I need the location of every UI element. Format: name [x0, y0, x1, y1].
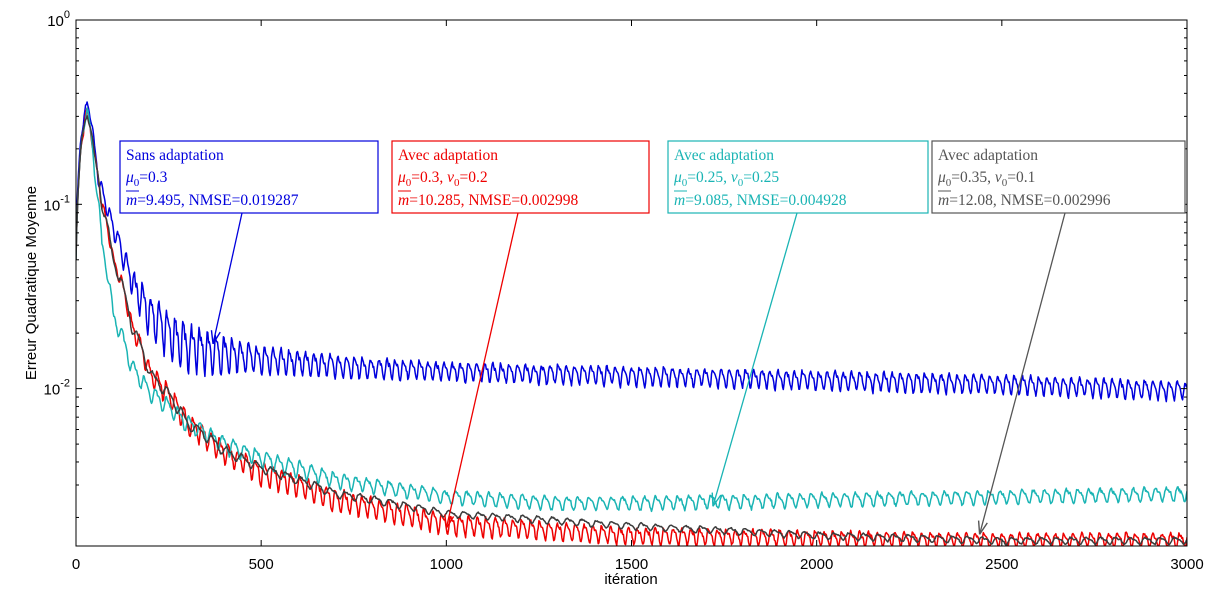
annotation-params: μ0=0.25, ν0=0.25	[673, 169, 779, 189]
annotation-arrowhead	[210, 330, 221, 345]
annotation-params: μ0=0.3	[125, 169, 168, 189]
y-tick-label: 10-2	[44, 378, 70, 399]
annotation-params: μ0=0.3, ν0=0.2	[397, 169, 488, 189]
annotation-stats: m=10.285, NMSE=0.002998	[398, 192, 579, 209]
annotation-box	[931, 140, 1186, 214]
y-axis-label: Erreur Quadratique Moyenne	[23, 186, 40, 380]
annotation-arrowhead	[711, 492, 722, 507]
annotation-arrowhead	[444, 514, 455, 529]
series-line-grey	[76, 115, 1187, 546]
annotation-stats: m=9.495, NMSE=0.019287	[126, 192, 299, 209]
annotation-arrow	[712, 212, 798, 507]
annotation-params: μ0=0.35, ν0=0.1	[937, 169, 1035, 189]
annotation-title: Sans adaptation	[126, 147, 224, 164]
annotation-sans: Sans adaptation μ0=0.3 m=9.495, NMSE=0.019…	[119, 140, 379, 345]
x-axis-label: itération	[604, 571, 657, 588]
annotation-stats: m=9.085, NMSE=0.004928	[674, 192, 847, 209]
x-tick-label: 2000	[800, 556, 833, 573]
x-tick-label: 500	[249, 556, 274, 573]
x-tick-label: 3000	[1170, 556, 1203, 573]
annotation-box	[119, 140, 379, 214]
ticks-layer: 0 500 1000 1500 2000 2500 3000 10-2 10-1 100	[44, 9, 1204, 573]
annotation-grey: Avec adaptation μ0=0.35, ν0=0.1 m=12.08, N…	[931, 140, 1186, 535]
y-tick-label: 100	[47, 9, 70, 30]
annotation-arrow	[445, 212, 519, 529]
annotation-stats: m=12.08, NMSE=0.002996	[938, 192, 1111, 209]
x-tick-label: 1500	[615, 556, 648, 573]
series-line-sans	[76, 101, 1187, 403]
annotation-box	[667, 140, 929, 214]
annotation-red: Avec adaptation μ0=0.3, ν0=0.2 m=10.285, N…	[391, 140, 650, 529]
x-tick-label: 1000	[430, 556, 463, 573]
x-tick-label: 2500	[985, 556, 1018, 573]
annotation-arrowhead	[977, 520, 988, 535]
annotation-layer: Sans adaptation μ0=0.3 m=9.495, NMSE=0.019…	[119, 140, 1186, 535]
annotation-title: Avec adaptation	[398, 147, 498, 164]
annotation-arrow	[212, 212, 243, 344]
annotation-box	[391, 140, 650, 214]
series-line-cyan	[76, 107, 1187, 513]
annotation-title: Avec adaptation	[938, 147, 1038, 164]
annotation-title: Avec adaptation	[674, 147, 774, 164]
series-layer	[76, 101, 1187, 546]
annotation-arrow	[978, 212, 1066, 535]
x-tick-label: 0	[72, 556, 80, 573]
series-line-red	[76, 107, 1187, 546]
annotation-cyan: Avec adaptation μ0=0.25, ν0=0.25 m=9.085, …	[667, 140, 929, 507]
y-tick-label: 10-1	[44, 193, 70, 214]
